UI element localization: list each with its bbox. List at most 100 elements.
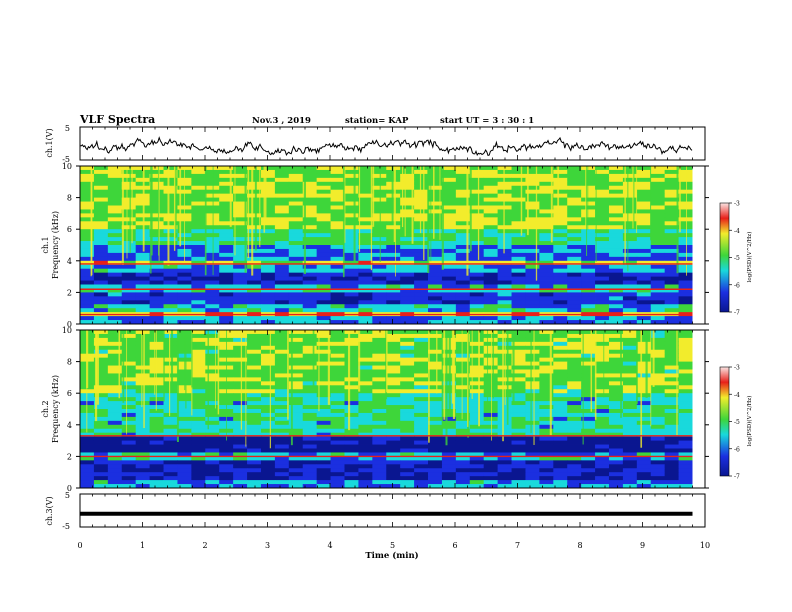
spectrogram-cell (302, 209, 318, 214)
spectrogram-cell (622, 181, 638, 187)
spectrogram-cell (107, 337, 123, 343)
spectrogram-cell (414, 280, 429, 285)
spectrogram-cell (469, 256, 485, 262)
spectrogram-cell (595, 181, 610, 187)
spectrogram-cell (135, 412, 150, 418)
spectrogram-cell (608, 397, 624, 402)
spectrogram-cell (93, 361, 109, 366)
spectrogram-cell (288, 452, 304, 457)
x-tick-label: 7 (515, 541, 520, 550)
spectrogram-cell (650, 361, 666, 366)
spectrogram-cell (511, 185, 526, 191)
spectrogram-cell (678, 444, 693, 449)
spectrogram-cell (414, 284, 429, 289)
spectrogram-cell (288, 205, 304, 210)
spectrogram-cell (636, 304, 652, 309)
spectrogram-cell (428, 472, 443, 477)
spectrogram-cell (358, 369, 373, 374)
spectrogram-cell (344, 237, 359, 242)
spectrogram-cell (525, 440, 540, 445)
spectrogram-cell (93, 428, 109, 434)
spectrogram-cell (121, 349, 137, 355)
spectrogram-cell (553, 452, 568, 457)
spectrogram-cell (414, 472, 429, 477)
spectrogram-cell (302, 272, 318, 277)
spectrogram-cell (372, 444, 387, 449)
spectrogram-cell (233, 385, 248, 390)
spectrogram-cell (233, 276, 248, 281)
spectrogram-cell (274, 300, 290, 305)
spectrogram-cell (107, 416, 123, 422)
ch1-spectrogram-image (80, 166, 705, 325)
spectrogram-cell (288, 397, 304, 402)
spectrogram-cell (121, 369, 137, 374)
spectrogram-cell (233, 233, 248, 238)
spectrogram-cell (441, 476, 457, 481)
spectrogram-cell (149, 213, 164, 218)
spectrogram-cell (636, 349, 652, 355)
spectrogram-cell (608, 353, 624, 359)
spectrogram-cell (330, 209, 345, 214)
spectrogram-cell (149, 185, 164, 191)
spectrogram-cell (302, 420, 318, 426)
spectrogram-cell (386, 229, 401, 234)
spectrogram-cell (302, 472, 318, 477)
spectrogram-cell (163, 169, 178, 175)
spectrogram-cell (274, 412, 290, 418)
spectrogram-cell (274, 225, 290, 230)
spectrogram-cell (483, 169, 499, 175)
spectrogram-cell (400, 237, 415, 242)
spectrogram-cell (177, 276, 192, 281)
spectrogram-cell (121, 464, 137, 469)
spectrogram-cell (539, 468, 554, 473)
spectrogram-cell (539, 237, 554, 242)
spectrogram-cell (205, 405, 220, 410)
spectrogram-cell (455, 405, 471, 410)
spectrogram-cell (93, 444, 109, 449)
spectrogram-cell (372, 436, 387, 441)
spectrogram-cell (247, 381, 262, 386)
spectrogram-cell (302, 385, 318, 390)
spectrogram-cell (455, 369, 471, 374)
spectrogram-cell (107, 412, 123, 418)
spectrogram-cell (400, 393, 415, 398)
spectrogram-cell (553, 345, 568, 351)
spectrogram-cell (664, 181, 679, 187)
spectrogram-cell (107, 424, 123, 430)
spectrogram-cell (260, 241, 276, 246)
spectrogram-cell (581, 213, 596, 218)
spectrogram-cell (344, 365, 359, 370)
spectrogram-cell (358, 197, 373, 202)
spectrogram-cell (288, 341, 304, 347)
spectrogram-cell (414, 397, 429, 402)
spectrogram-cell (636, 361, 652, 366)
spectrogram-cell (608, 308, 624, 313)
spectrogram-cell (400, 248, 415, 254)
spectrogram-cell (678, 256, 693, 262)
spectrogram-cell (93, 233, 109, 238)
spectrogram-cell (664, 428, 679, 434)
spectrogram-cell (511, 288, 526, 293)
spectrogram-cell (316, 213, 331, 218)
spectrogram-cell (539, 304, 554, 309)
spectrogram-cell (539, 264, 554, 270)
spectrogram-cell (455, 377, 471, 382)
spectrogram-cell (553, 353, 568, 359)
spectrogram-cell (288, 420, 304, 426)
spectrogram-cell (567, 252, 582, 258)
spectrogram-cell (219, 320, 234, 325)
spectrogram-cell (539, 401, 554, 406)
spectrogram-cell (149, 193, 164, 198)
sferic-streak (179, 166, 182, 247)
spectrogram-cell (414, 288, 429, 293)
spectrogram-cell (581, 300, 596, 305)
spectrogram-cell (511, 209, 526, 214)
spectrogram-cell (678, 221, 693, 226)
spectrogram-cell (274, 260, 290, 266)
spectrogram-cell (539, 452, 554, 457)
spectrogram-cell (650, 256, 666, 262)
spectrogram-cell (330, 412, 345, 418)
spectrogram-cell (274, 373, 290, 378)
spectrogram-cell (80, 177, 95, 183)
spectrogram-cell (316, 424, 331, 430)
